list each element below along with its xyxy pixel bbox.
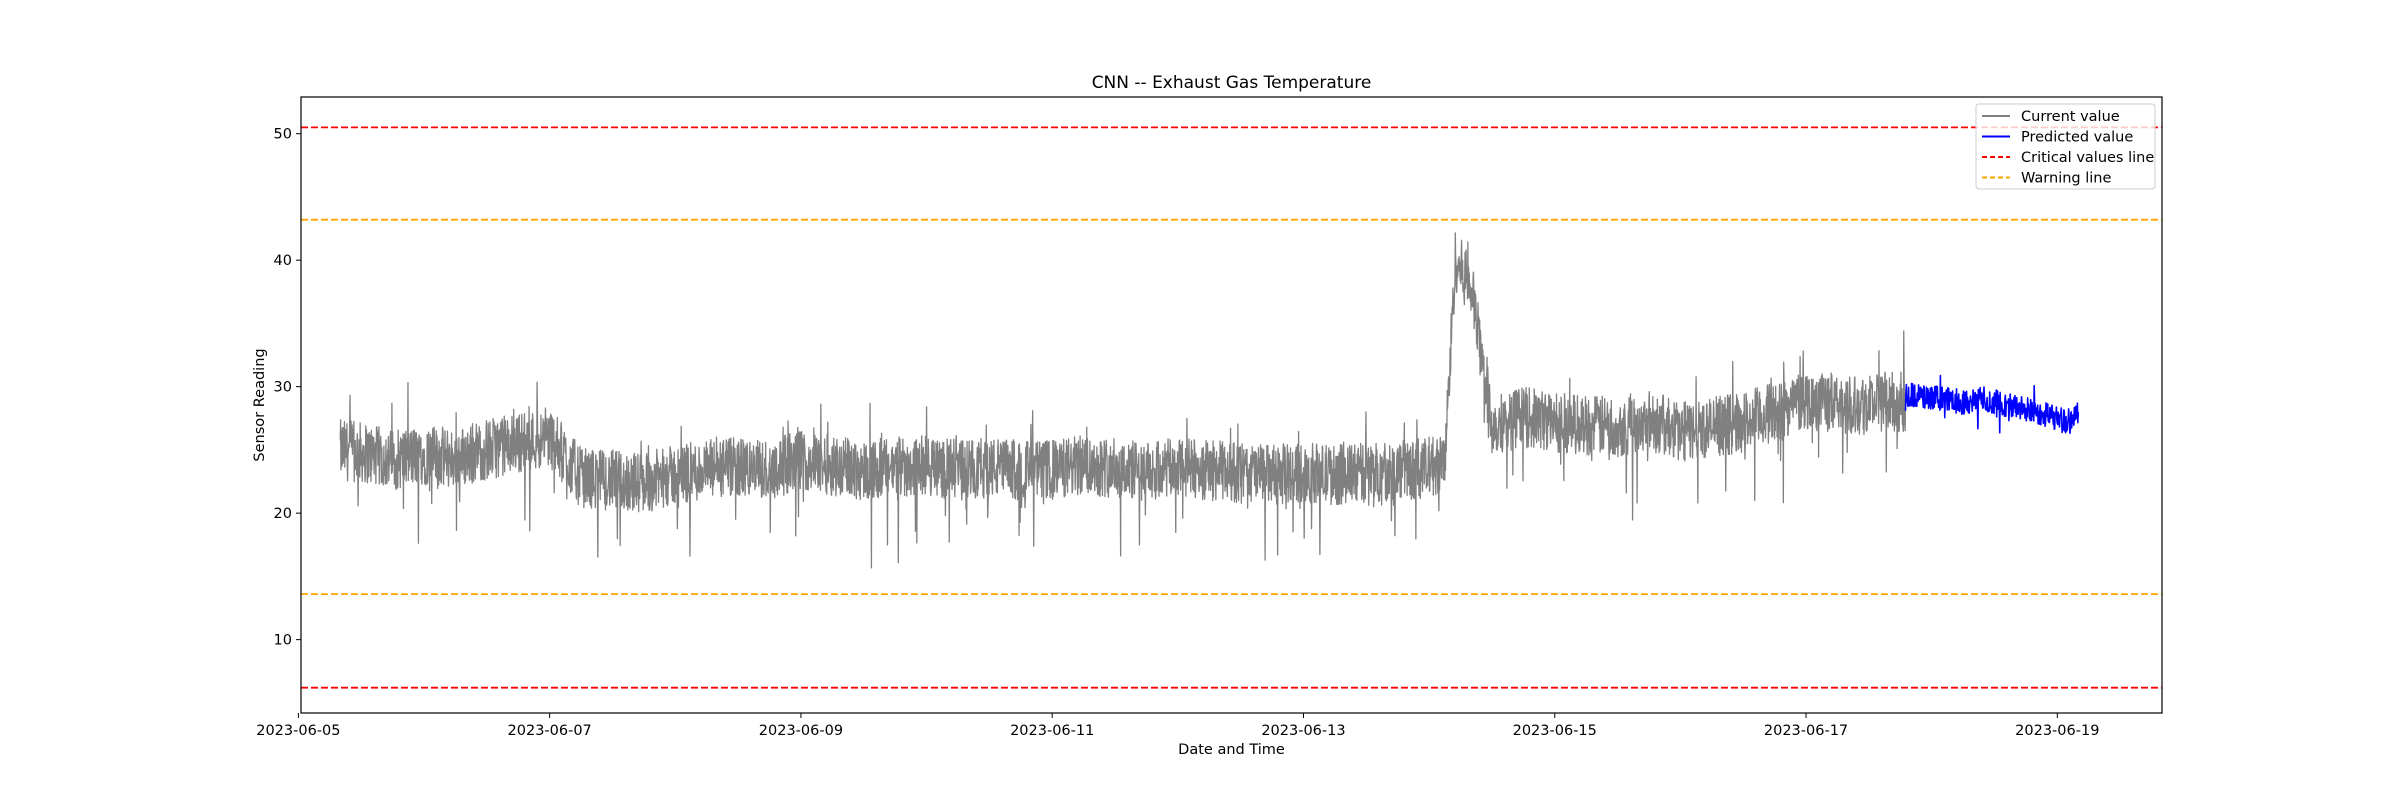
series-line-current (339, 232, 1907, 569)
y-tick-label: 10 (274, 633, 292, 649)
y-tick-label: 50 (274, 127, 292, 143)
y-tick-label: 40 (274, 253, 292, 269)
x-tick-label: 2023-06-19 (2015, 723, 2099, 739)
x-tick-label: 2023-06-15 (1513, 723, 1597, 739)
legend-label: Warning line (2021, 171, 2111, 187)
legend-box (1975, 103, 2156, 190)
x-axis: 2023-06-05 2023-06-07 2023-06-09 2023-06-11… (256, 713, 2099, 739)
x-tick-label: 2023-06-07 (508, 723, 592, 739)
y-axis-label: Sensor Reading (252, 348, 268, 461)
x-tick-label: 2023-06-17 (1764, 723, 1848, 739)
chart-title: CNN -- Exhaust Gas Temperature (1092, 73, 1372, 93)
y-tick-label: 30 (274, 380, 292, 396)
legend: Current value Predicted value Critical val… (1975, 103, 2156, 190)
x-tick-label: 2023-06-13 (1261, 723, 1345, 739)
plot-frame (300, 96, 2163, 714)
series-line-predicted (1904, 374, 2080, 435)
y-tick-label: 20 (274, 506, 292, 522)
x-tick-label: 2023-06-05 (256, 723, 340, 739)
x-axis-label: Date and Time (1178, 742, 1285, 758)
legend-label: Current value (2021, 109, 2120, 125)
legend-label: Predicted value (2021, 130, 2133, 146)
legend-label: Critical values line (2021, 150, 2154, 166)
x-tick-label: 2023-06-11 (1010, 723, 1094, 739)
x-tick-label: 2023-06-09 (759, 723, 843, 739)
y-axis: 10 20 30 40 50 (274, 127, 301, 649)
plot-area (301, 126, 2162, 689)
